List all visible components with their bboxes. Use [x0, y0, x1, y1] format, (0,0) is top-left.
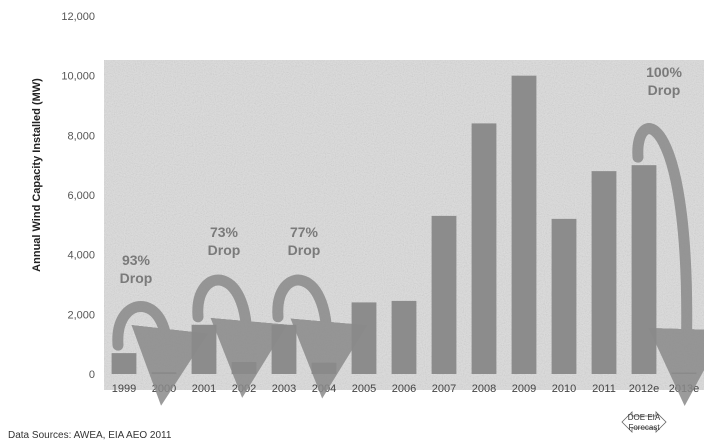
- x-tick-label: 2006: [392, 383, 416, 395]
- x-tick-label: 2005: [352, 383, 376, 395]
- drop-arrow: [632, 123, 704, 406]
- bar: [351, 302, 377, 374]
- drop-percent-label: 73%: [210, 224, 239, 240]
- bar: [311, 362, 337, 374]
- drop-percent-label: 100%: [646, 64, 682, 80]
- drop-annotations: 93% Drop 73% Drop 77% Drop 100% Drop: [112, 64, 704, 406]
- x-tick-label: 2003: [272, 383, 296, 395]
- bar: [471, 123, 497, 375]
- bar: [511, 75, 537, 375]
- x-tick-label: 2004: [312, 383, 336, 395]
- drop-percent-label: 93%: [122, 252, 151, 268]
- forecast-badge-line2: Forecast: [628, 423, 660, 432]
- x-tick-label: 2002: [232, 383, 256, 395]
- x-tick-label: 2010: [552, 383, 576, 395]
- drop-word-label: Drop: [208, 242, 241, 258]
- y-axis-ticks: 0 2,000 4,000 6,000 8,000 10,000 12,000: [61, 11, 95, 381]
- x-tick-label: 2012e: [629, 383, 660, 395]
- bar: [551, 218, 577, 374]
- x-tick-label: 2008: [472, 383, 496, 395]
- drop-arrow: [112, 301, 208, 406]
- drop-word-label: Drop: [648, 82, 681, 98]
- x-tick-label: 2009: [512, 383, 536, 395]
- drop-arrow: [272, 274, 368, 399]
- x-tick-label: 2000: [152, 383, 176, 395]
- x-axis-labels: 1999 2000 2001 2002 2003 2004 2005 2006 2007 2008…: [112, 383, 700, 395]
- forecast-badge: DOE EIA Forecast: [621, 411, 667, 433]
- bar: [231, 362, 257, 374]
- y-tick-label: 0: [89, 369, 95, 381]
- bar: [111, 353, 137, 374]
- bar: [271, 324, 297, 374]
- x-tick-label: 2013e: [669, 383, 700, 395]
- y-axis-title: Annual Wind Capacity Installed (MW): [31, 78, 43, 272]
- drop-arrow: [192, 274, 288, 398]
- drop-word-label: Drop: [120, 270, 153, 286]
- x-tick-label: 2001: [192, 383, 216, 395]
- bar: [431, 215, 457, 374]
- drop-word-label: Drop: [288, 242, 321, 258]
- y-tick-label: 10,000: [61, 71, 95, 83]
- data-source-note: Data Sources: AWEA, EIA AEO 2011: [8, 430, 172, 441]
- drop-percent-label: 77%: [290, 224, 319, 240]
- x-tick-label: 2011: [592, 383, 616, 395]
- x-tick-label: 2007: [432, 383, 456, 395]
- y-tick-label: 8,000: [67, 130, 95, 142]
- bar: [151, 372, 177, 374]
- y-tick-label: 4,000: [67, 250, 95, 262]
- bar: [671, 372, 697, 374]
- y-tick-label: 2,000: [67, 309, 95, 321]
- y-tick-label: 12,000: [61, 11, 95, 23]
- bar: [591, 171, 617, 374]
- forecast-badge-arrow-shape: [621, 411, 667, 433]
- y-tick-label: 6,000: [67, 190, 95, 202]
- bar: [631, 165, 657, 374]
- x-tick-label: 1999: [112, 383, 136, 395]
- bar: [391, 300, 417, 374]
- forecast-badge-line1: DOE EIA: [628, 413, 661, 422]
- bar: [191, 324, 217, 374]
